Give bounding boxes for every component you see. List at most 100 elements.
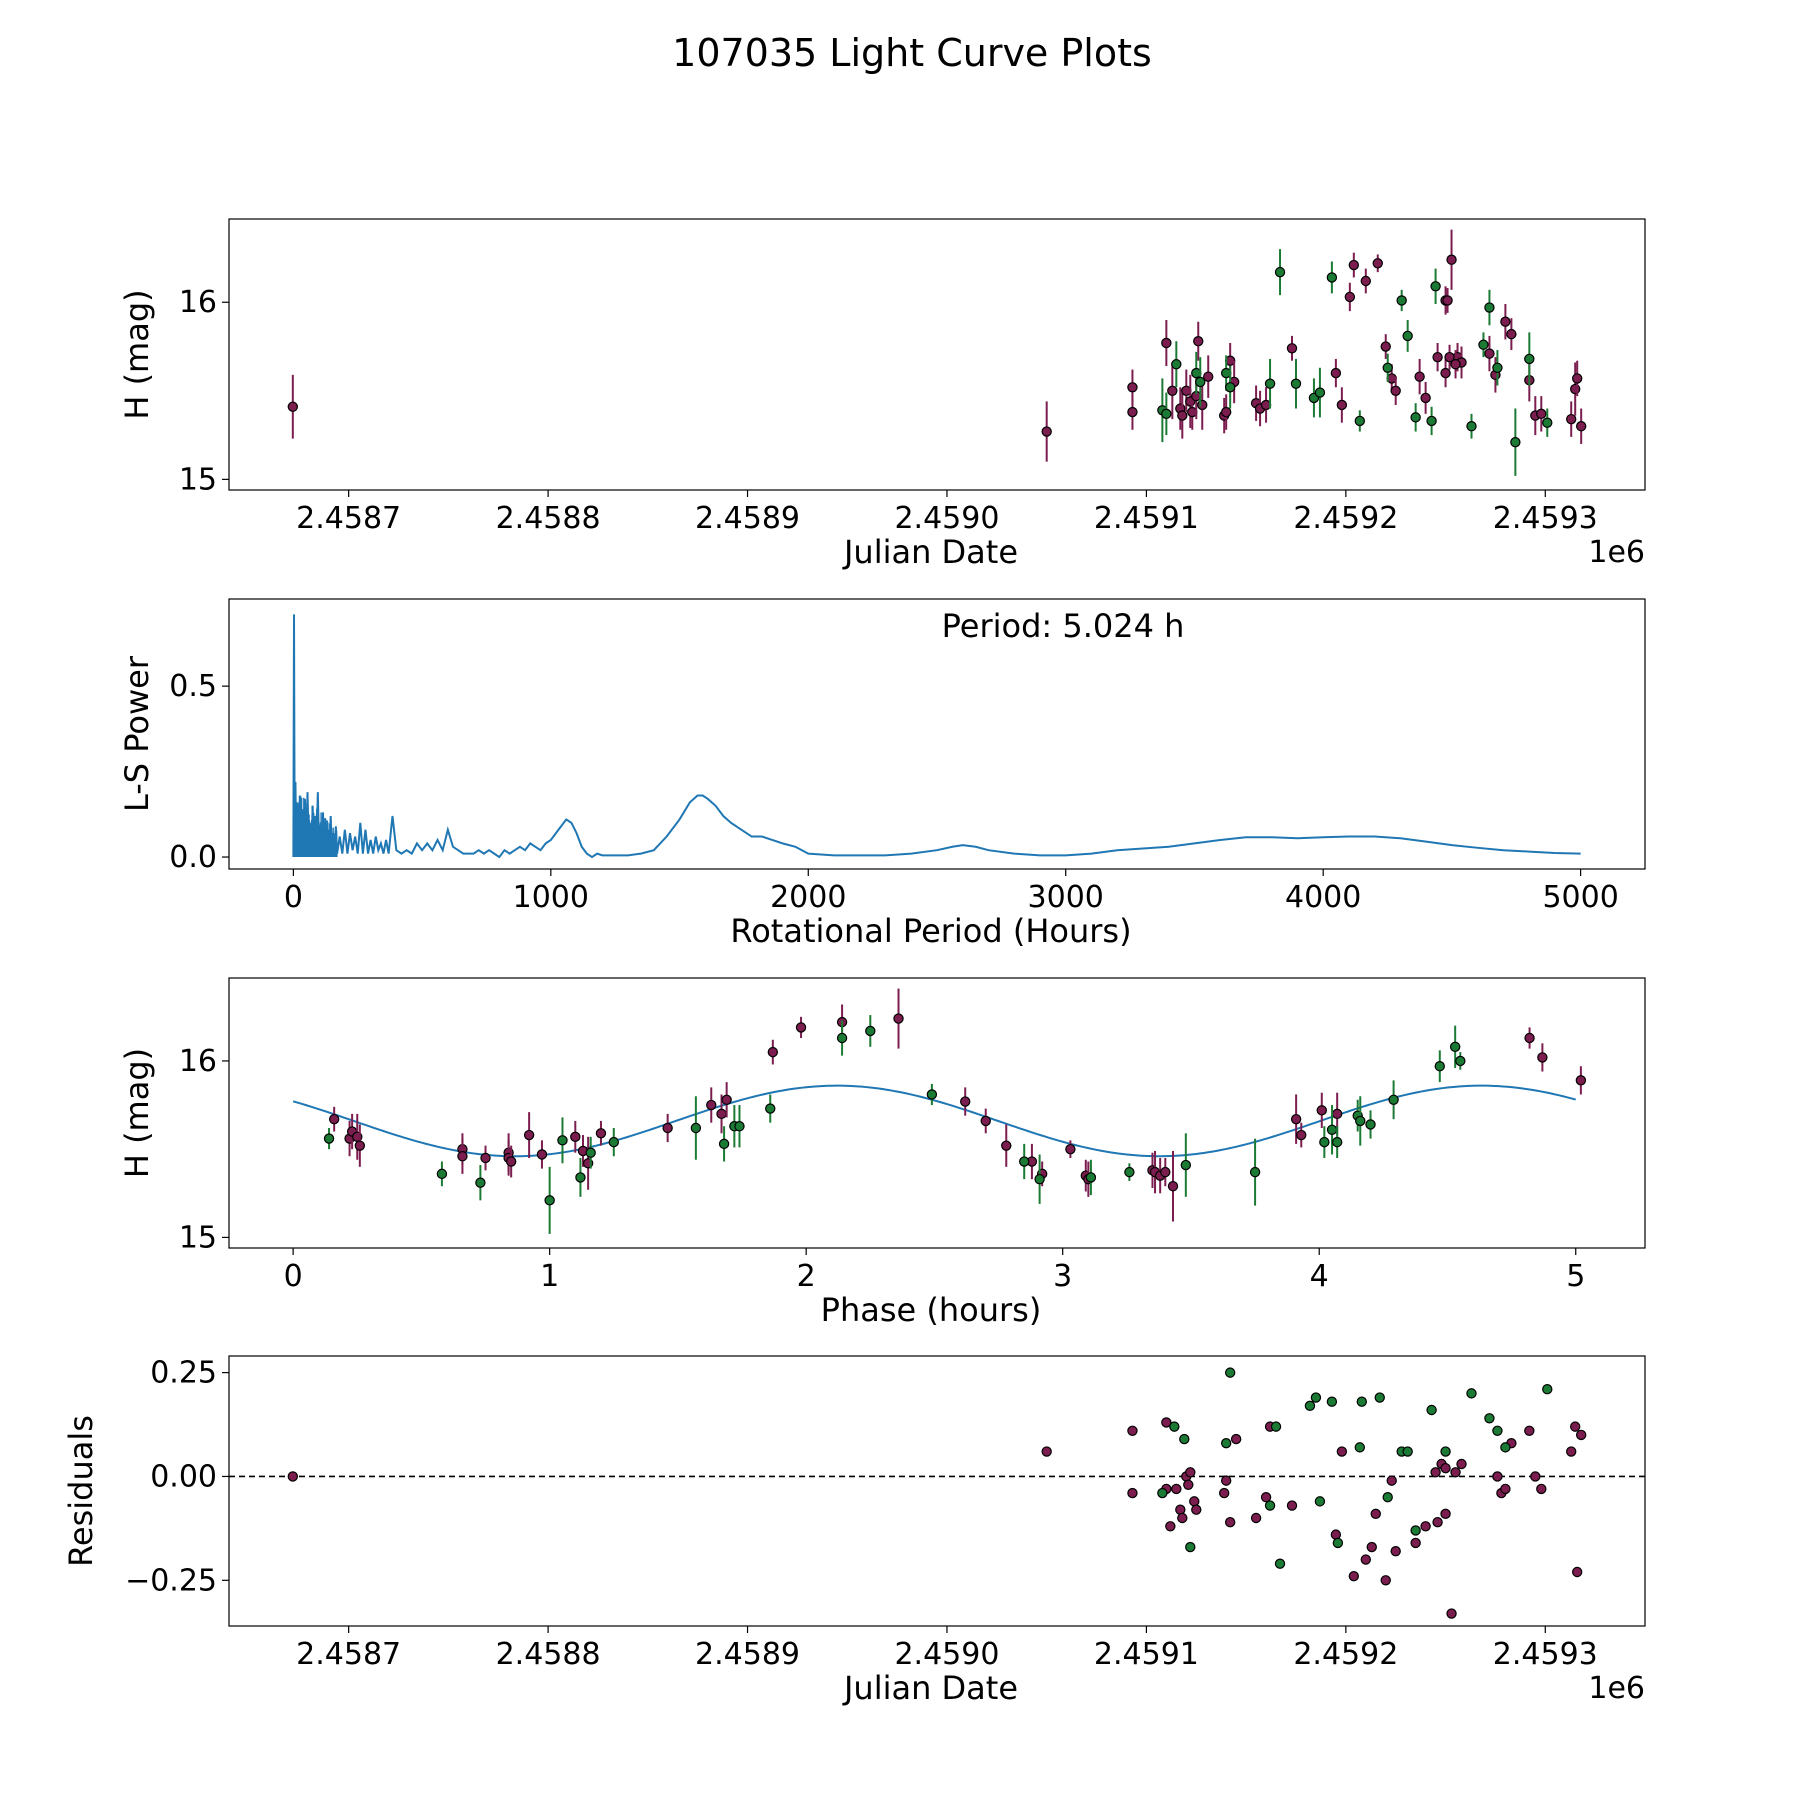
- band_2-data-point: [1290, 378, 1302, 389]
- band_1-data-point: [795, 1022, 807, 1033]
- band_1-data-point: [1177, 410, 1188, 421]
- band_1-data-point: [1331, 1108, 1343, 1120]
- band_1-data-point: [1197, 399, 1208, 411]
- x-offset-label: 1e6: [1588, 535, 1645, 570]
- band_1-data-point: [1177, 1512, 1188, 1524]
- band_2-data-point: [1396, 295, 1407, 306]
- band_1-data-point: [1001, 1140, 1012, 1151]
- band_2-data-point: [1466, 1388, 1477, 1399]
- band_2-data-point: [1402, 330, 1413, 342]
- band_2-data-point: [1484, 1413, 1495, 1424]
- y-axis-label: Residuals: [62, 1415, 100, 1567]
- band_1-data-point: [1360, 275, 1371, 287]
- plot-marks: [229, 1367, 1645, 1619]
- band_2-data-point: [1510, 436, 1521, 448]
- y-tick-label: 0.0: [169, 840, 217, 875]
- band_2-data-point: [1180, 1159, 1192, 1171]
- band_2-data-point: [865, 1025, 876, 1037]
- band_1-data-point: [1336, 1446, 1348, 1457]
- band_1-data-point: [1165, 1521, 1176, 1532]
- x-tick-label: 1: [540, 1259, 559, 1294]
- phased-curve-panel: 0 1 2 3 4 5 15 16 Phase (hours) H (mag): [118, 977, 1646, 1329]
- band_1-data-point: [1414, 371, 1425, 382]
- band_2-data-point: [718, 1138, 730, 1150]
- plot-marks: [292, 614, 1581, 859]
- band_1-data-point: [1432, 1516, 1443, 1528]
- band_2-data-point: [1484, 302, 1495, 313]
- band_1-data-point: [570, 1131, 581, 1143]
- band_1-data-point: [662, 1122, 673, 1134]
- band_1-data-point: [328, 1113, 340, 1125]
- band_2-data-point: [1410, 1525, 1421, 1536]
- x-tick-label: 2.4588: [496, 1637, 601, 1672]
- band_1-data-point: [1171, 1483, 1182, 1495]
- band_2-data-point: [1388, 1094, 1399, 1105]
- band_2-data-point: [1478, 339, 1489, 350]
- band_2-data-point: [1274, 1558, 1286, 1569]
- band_1-data-point: [1420, 1521, 1431, 1532]
- band_2-data-point: [1085, 1172, 1097, 1183]
- band_2-data-point: [436, 1168, 448, 1180]
- band_1-data-point: [1450, 359, 1461, 370]
- band_2-data-point: [1382, 362, 1393, 373]
- y-axis-label: H (mag): [118, 1048, 156, 1178]
- band_1-data-point: [1536, 408, 1547, 420]
- band_2-data-point: [1326, 1396, 1338, 1407]
- residuals-panel: 2.4587 2.4588 2.4589 2.4590 2.4591 2.4592 2.45…: [62, 1355, 1646, 1707]
- band_1-data-point: [1290, 1113, 1302, 1125]
- band_1-data-point: [1161, 337, 1172, 349]
- band_2-data-point: [1354, 1442, 1366, 1453]
- band_2-data-point: [1449, 1041, 1461, 1053]
- band_2-data-point: [1185, 1541, 1196, 1553]
- band_1-data-point: [960, 1096, 971, 1107]
- band_2-data-point: [1455, 1055, 1466, 1067]
- band_2-data-point: [1410, 412, 1421, 423]
- band_1-data-point: [287, 1471, 299, 1482]
- band_1-data-point: [1380, 1575, 1391, 1586]
- band_2-data-point: [1270, 1421, 1282, 1432]
- band_1-data-point: [980, 1115, 991, 1127]
- band_1-data-point: [1372, 258, 1383, 269]
- band_2-data-point: [544, 1195, 555, 1206]
- band_1-data-point: [1230, 1433, 1242, 1445]
- band_1-data-point: [1286, 343, 1298, 354]
- band_1-data-point: [893, 1013, 904, 1024]
- band_2-data-point: [1171, 359, 1182, 370]
- band_1-data-point: [480, 1152, 491, 1164]
- band_2-data-point: [1354, 415, 1366, 427]
- band_1-data-point: [595, 1128, 607, 1139]
- band_2-data-point: [1434, 1061, 1445, 1072]
- band_1-data-point: [1127, 382, 1138, 393]
- band_1-data-point: [1250, 1512, 1262, 1524]
- band_1-data-point: [1167, 1181, 1179, 1192]
- band_2-data-point: [1124, 1166, 1135, 1178]
- figure-title: 107035 Light Curve Plots: [672, 31, 1152, 75]
- band_2-data-point: [1426, 1404, 1437, 1416]
- band_2-data-point: [1319, 1136, 1330, 1148]
- band_1-data-point: [1575, 421, 1587, 432]
- band_1-data-point: [1185, 1467, 1196, 1478]
- light-curve-panel: 2.4587 2.4588 2.4589 2.4590 2.4591 2.4592 2.45…: [118, 218, 1646, 571]
- band_1-data-point: [1127, 406, 1138, 418]
- band_2-data-point: [1402, 1446, 1413, 1457]
- x-tick-label: 2.4590: [894, 1637, 999, 1672]
- x-tick-label: 2.4593: [1493, 501, 1598, 536]
- band_1-data-point: [1446, 254, 1457, 265]
- band_1-data-point: [1390, 385, 1401, 397]
- band_1-data-point: [1430, 1467, 1441, 1478]
- y-tick-label: 0.25: [150, 1356, 217, 1391]
- band_2-data-point: [1466, 421, 1477, 432]
- band_1-data-point: [1456, 1458, 1467, 1470]
- band_1-data-point: [1127, 1487, 1138, 1499]
- band_1-data-point: [1360, 1554, 1371, 1565]
- band_2-data-point: [575, 1172, 586, 1183]
- band_1-data-point: [1569, 383, 1581, 395]
- x-tick-label: 2.4589: [695, 1637, 800, 1672]
- plot-marks: [292, 988, 1587, 1234]
- x-tick-label: 2.4588: [496, 501, 601, 536]
- band_2-data-point: [1492, 1425, 1503, 1436]
- band_1-data-point: [1224, 1516, 1236, 1528]
- band_2-data-point: [1264, 1500, 1276, 1511]
- band_1-data-point: [1442, 295, 1453, 306]
